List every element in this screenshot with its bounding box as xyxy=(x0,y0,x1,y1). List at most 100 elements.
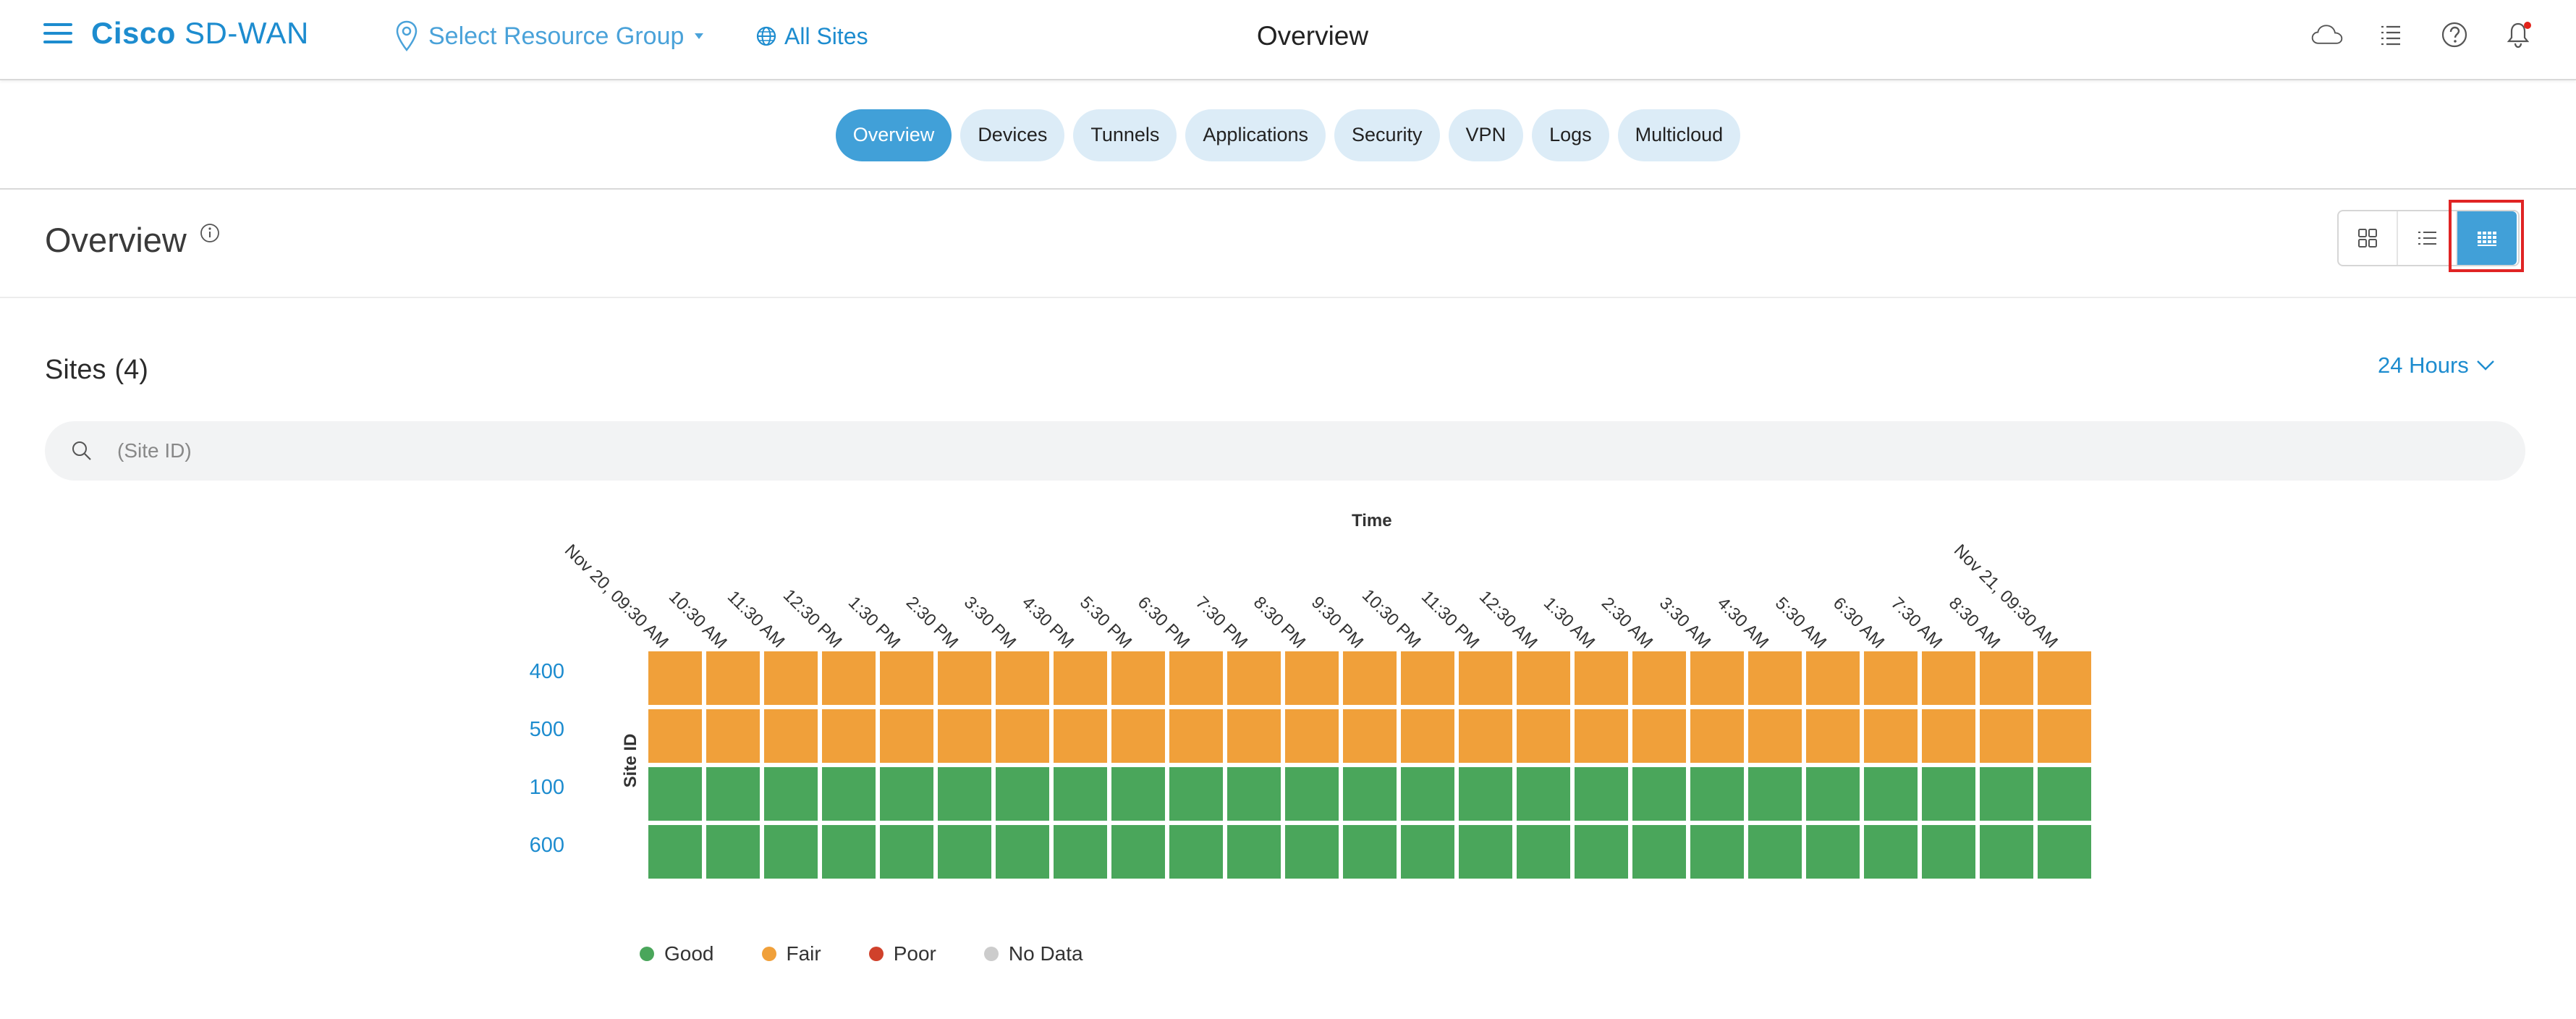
heatmap-cell[interactable] xyxy=(822,709,876,763)
heatmap-cell[interactable] xyxy=(1806,651,1860,705)
heatmap-cell[interactable] xyxy=(1343,825,1397,879)
heatmap-cell[interactable] xyxy=(1575,767,1628,821)
help-icon[interactable] xyxy=(2439,19,2470,51)
heatmap-cell[interactable] xyxy=(1806,825,1860,879)
heatmap-cell[interactable] xyxy=(1517,651,1570,705)
heatmap-cell[interactable] xyxy=(1575,651,1628,705)
list-view-button[interactable] xyxy=(2398,211,2457,265)
heatmap-cell[interactable] xyxy=(1806,709,1860,763)
tab-security[interactable]: Security xyxy=(1334,109,1440,161)
time-range-dropdown[interactable]: 24 Hours xyxy=(2378,352,2495,379)
heatmap-cell[interactable] xyxy=(706,709,760,763)
heatmap-cell[interactable] xyxy=(1690,709,1744,763)
heatmap-cell[interactable] xyxy=(880,709,933,763)
heatmap-cell[interactable] xyxy=(1401,825,1454,879)
site-id-link[interactable]: 400 xyxy=(529,660,564,683)
heatmap-cell[interactable] xyxy=(1227,825,1281,879)
heatmap-cell[interactable] xyxy=(1748,825,1802,879)
heatmap-cell[interactable] xyxy=(822,767,876,821)
heatmap-cell[interactable] xyxy=(1401,767,1454,821)
heatmap-cell[interactable] xyxy=(648,709,702,763)
heatmap-cell[interactable] xyxy=(1517,825,1570,879)
heatmap-cell[interactable] xyxy=(1459,651,1512,705)
site-id-link[interactable]: 500 xyxy=(529,718,564,741)
heatmap-cell[interactable] xyxy=(938,825,991,879)
resource-group-dropdown[interactable]: Select Resource Group xyxy=(395,17,704,55)
heatmap-cell[interactable] xyxy=(996,709,1049,763)
heatmap-cell[interactable] xyxy=(1864,767,1918,821)
heatmap-cell[interactable] xyxy=(1748,709,1802,763)
heatmap-cell[interactable] xyxy=(1517,709,1570,763)
heatmap-cell[interactable] xyxy=(1690,825,1744,879)
heatmap-cell[interactable] xyxy=(1690,651,1744,705)
heatmap-cell[interactable] xyxy=(1401,651,1454,705)
heatmap-cell[interactable] xyxy=(996,651,1049,705)
heatmap-cell[interactable] xyxy=(1575,709,1628,763)
heatmap-cell[interactable] xyxy=(1632,767,1686,821)
heatmap-cell[interactable] xyxy=(1054,825,1107,879)
brand-logo[interactable]: Cisco SD-WAN xyxy=(91,16,309,51)
heatmap-cell[interactable] xyxy=(1343,709,1397,763)
heatmap-cell[interactable] xyxy=(648,825,702,879)
heatmap-cell[interactable] xyxy=(2038,825,2091,879)
heatmap-cell[interactable] xyxy=(1054,767,1107,821)
tab-logs[interactable]: Logs xyxy=(1532,109,1609,161)
heatmap-cell[interactable] xyxy=(648,767,702,821)
heatmap-cell[interactable] xyxy=(1285,709,1339,763)
site-id-link[interactable]: 600 xyxy=(529,834,564,857)
heatmap-cell[interactable] xyxy=(2038,651,2091,705)
heatmap-cell[interactable] xyxy=(1169,767,1223,821)
heatmap-cell[interactable] xyxy=(1401,709,1454,763)
cloud-icon[interactable] xyxy=(2311,19,2343,51)
heatmap-cell[interactable] xyxy=(1575,825,1628,879)
heatmap-cell[interactable] xyxy=(1922,825,1975,879)
heatmap-cell[interactable] xyxy=(2038,709,2091,763)
heatmap-cell[interactable] xyxy=(1806,767,1860,821)
heatmap-cell[interactable] xyxy=(1980,767,2033,821)
tab-multicloud[interactable]: Multicloud xyxy=(1617,109,1741,161)
heatmap-cell[interactable] xyxy=(1285,651,1339,705)
heatmap-cell[interactable] xyxy=(1922,651,1975,705)
heatmap-cell[interactable] xyxy=(1285,825,1339,879)
heatmap-cell[interactable] xyxy=(1227,709,1281,763)
heatmap-cell[interactable] xyxy=(1748,767,1802,821)
heatmap-cell[interactable] xyxy=(1864,709,1918,763)
heatmap-cell[interactable] xyxy=(764,825,818,879)
heatmap-cell[interactable] xyxy=(822,651,876,705)
tab-overview[interactable]: Overview xyxy=(835,109,952,161)
task-list-icon[interactable] xyxy=(2375,19,2407,51)
heatmap-cell[interactable] xyxy=(1227,651,1281,705)
heatmap-cell[interactable] xyxy=(1748,651,1802,705)
heatmap-cell[interactable] xyxy=(1054,651,1107,705)
heatmap-cell[interactable] xyxy=(1459,709,1512,763)
heatmap-cell[interactable] xyxy=(1227,767,1281,821)
heatmap-cell[interactable] xyxy=(1111,651,1165,705)
heatmap-cell[interactable] xyxy=(996,825,1049,879)
heatmap-cell[interactable] xyxy=(1864,651,1918,705)
notifications-bell-icon[interactable] xyxy=(2502,19,2534,51)
heatmap-cell[interactable] xyxy=(1169,825,1223,879)
heatmap-view-button[interactable] xyxy=(2457,211,2517,265)
heatmap-cell[interactable] xyxy=(706,651,760,705)
tab-tunnels[interactable]: Tunnels xyxy=(1073,109,1177,161)
heatmap-cell[interactable] xyxy=(1980,709,2033,763)
heatmap-cell[interactable] xyxy=(1343,767,1397,821)
heatmap-cell[interactable] xyxy=(1690,767,1744,821)
heatmap-cell[interactable] xyxy=(1169,709,1223,763)
heatmap-cell[interactable] xyxy=(938,767,991,821)
heatmap-cell[interactable] xyxy=(1922,767,1975,821)
heatmap-cell[interactable] xyxy=(1169,651,1223,705)
heatmap-cell[interactable] xyxy=(1864,825,1918,879)
heatmap-cell[interactable] xyxy=(764,709,818,763)
heatmap-cell[interactable] xyxy=(1111,709,1165,763)
heatmap-cell[interactable] xyxy=(996,767,1049,821)
site-search-input[interactable] xyxy=(117,439,1275,462)
heatmap-cell[interactable] xyxy=(1632,825,1686,879)
heatmap-cell[interactable] xyxy=(1111,825,1165,879)
heatmap-cell[interactable] xyxy=(706,767,760,821)
heatmap-cell[interactable] xyxy=(1632,709,1686,763)
heatmap-cell[interactable] xyxy=(1922,709,1975,763)
tab-devices[interactable]: Devices xyxy=(960,109,1065,161)
heatmap-cell[interactable] xyxy=(706,825,760,879)
site-id-link[interactable]: 100 xyxy=(529,776,564,799)
